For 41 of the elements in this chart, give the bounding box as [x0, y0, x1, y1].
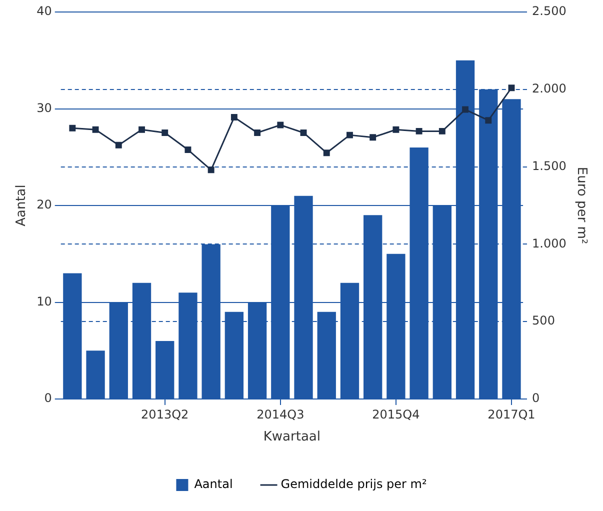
- x-tick-label: 2015Q4: [372, 407, 420, 422]
- point: [115, 142, 122, 148]
- point: [392, 126, 400, 133]
- point: [438, 128, 446, 134]
- y2-axis-title: Euro per m²: [574, 166, 589, 244]
- point: [138, 126, 145, 133]
- x-axis-title: Kwartaal: [263, 430, 321, 445]
- point: [462, 106, 468, 113]
- y2-tick-label: 500: [532, 314, 555, 328]
- y-tick-label: 20: [36, 198, 52, 212]
- legend-label: Aantal: [194, 477, 233, 492]
- y2-tick-label: 1.000: [532, 236, 566, 250]
- point: [162, 130, 168, 136]
- legend-label: Gemiddelde prijs per m²: [280, 477, 427, 492]
- point: [184, 146, 192, 153]
- point: [92, 126, 99, 133]
- y2-tick-label: 0: [532, 391, 540, 406]
- y-tick-label: 30: [36, 100, 52, 115]
- point: [370, 134, 376, 141]
- y-axis-title: Aantal: [14, 184, 30, 226]
- point: [508, 84, 515, 92]
- x-tick-label: 2017Q1: [488, 407, 536, 422]
- x-tick-label: 2014Q3: [256, 407, 304, 422]
- point: [300, 130, 307, 136]
- y-tick-label: 40: [36, 4, 52, 18]
- point: [323, 150, 330, 156]
- point: [416, 128, 422, 134]
- bar: [86, 350, 105, 398]
- point: [254, 130, 261, 136]
- point: [346, 132, 353, 138]
- y-tick-label: 10: [36, 294, 52, 308]
- y-tick-label: 0: [44, 391, 52, 406]
- point: [208, 166, 214, 174]
- point: [230, 114, 238, 120]
- point: [277, 122, 284, 128]
- y2-tick-label: 1.500: [532, 158, 566, 173]
- y2-tick-label: 2.500: [532, 4, 566, 18]
- y2-tick-label: 2.000: [532, 82, 566, 96]
- point: [69, 124, 76, 132]
- x-tick-label: 2013Q2: [141, 407, 189, 422]
- point: [485, 117, 492, 124]
